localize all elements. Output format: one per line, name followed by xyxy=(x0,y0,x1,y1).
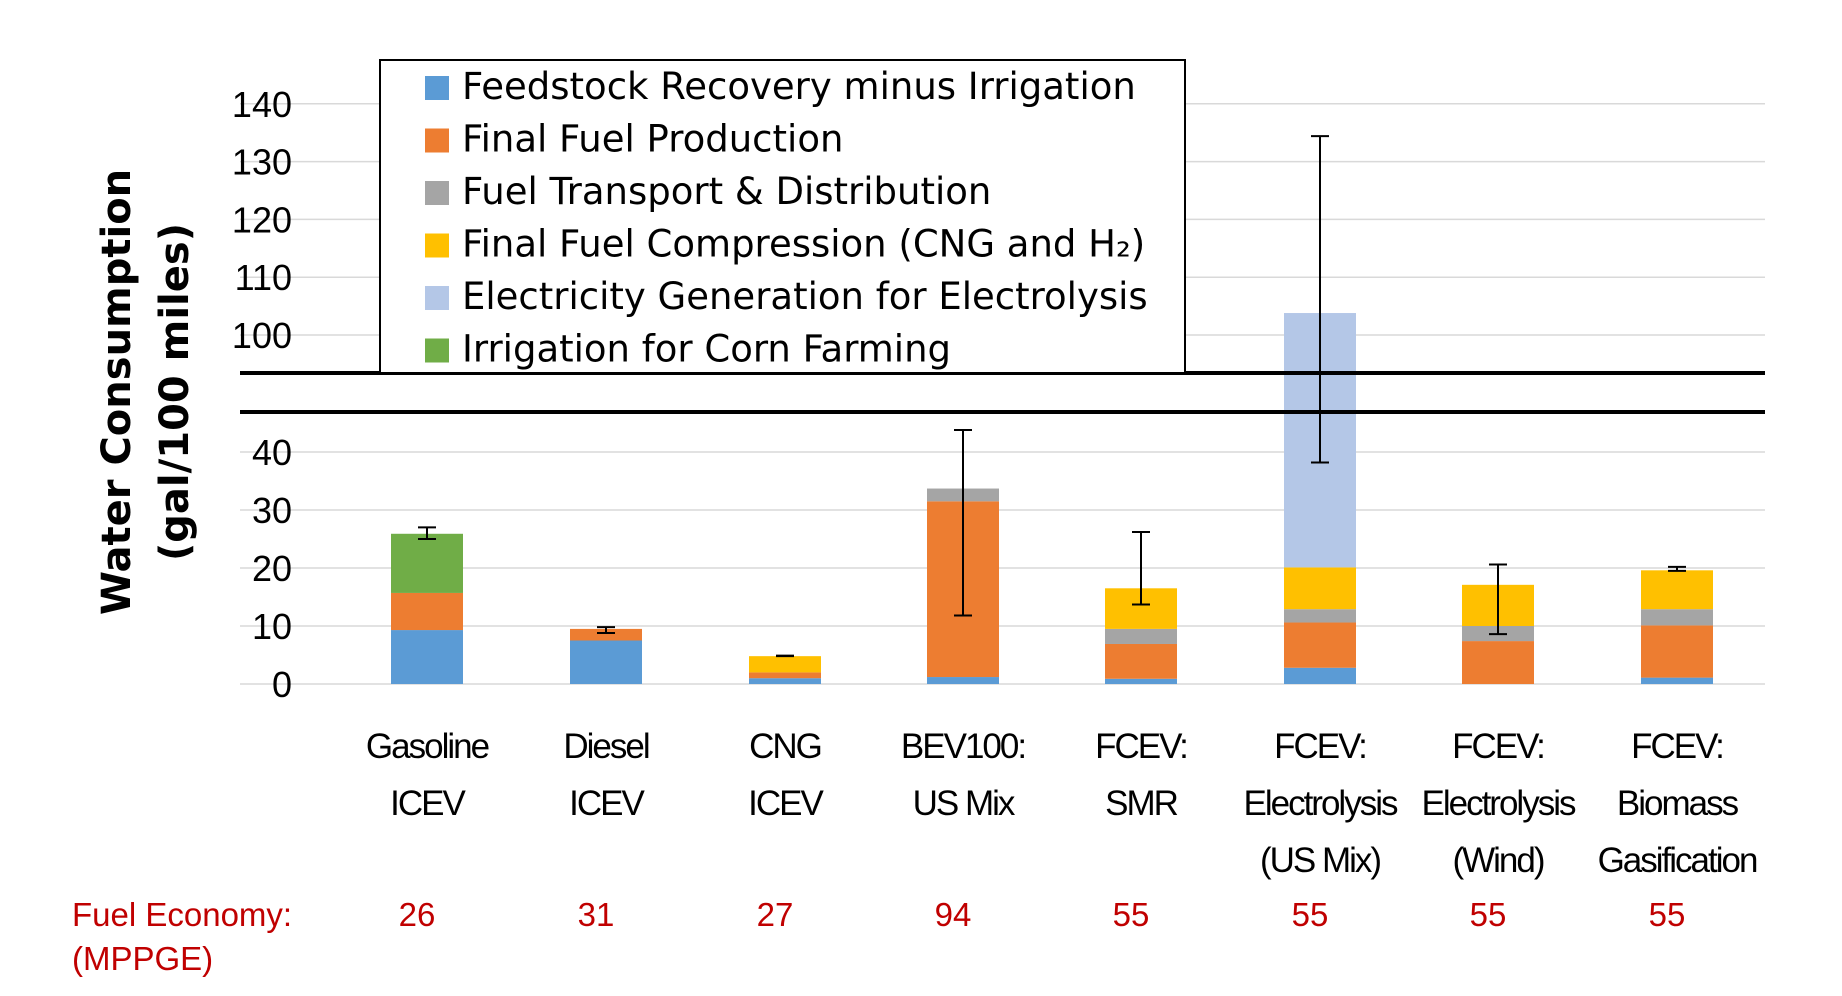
y-tick-label: 0 xyxy=(272,664,292,705)
error-bar xyxy=(418,526,436,540)
category-label: FCEV: xyxy=(1095,727,1187,766)
category-labels: Gasoline ICEV Diesel ICEV CNG ICEV BEV100: US M… xyxy=(366,727,1759,880)
fuel-economy-value: 55 xyxy=(1113,896,1150,933)
y-tick-label: 120 xyxy=(232,199,292,240)
bar-segment xyxy=(1641,677,1713,684)
fuel-economy-value: 55 xyxy=(1292,896,1329,933)
bar-segment xyxy=(1641,570,1713,610)
category-label: FCEV: xyxy=(1631,727,1723,766)
y-tick-label: 100 xyxy=(232,315,292,356)
axis-break xyxy=(240,371,1765,414)
category-label: Gasoline xyxy=(366,727,489,766)
category-label: Gasification xyxy=(1598,841,1757,880)
y-tick-labels: 0 10 20 30 40 100 110 120 130 140 xyxy=(232,84,292,705)
error-bars xyxy=(418,135,1686,658)
y-tick-label: 40 xyxy=(252,432,292,473)
bar-segment xyxy=(570,628,642,641)
legend-swatch xyxy=(425,181,449,205)
legend-box xyxy=(379,59,1186,374)
bar-segment xyxy=(1641,609,1713,626)
legend-label: Fuel Transport & Distribution xyxy=(462,170,991,213)
bar-segment xyxy=(749,678,821,684)
y-axis-units: (gal/100 miles) xyxy=(152,223,198,561)
legend-swatch xyxy=(425,128,449,153)
bar-segment xyxy=(1284,567,1356,610)
error-bar xyxy=(1132,531,1150,606)
y-tick-label: 20 xyxy=(252,548,292,589)
bar-segment xyxy=(749,656,821,673)
bar-segment xyxy=(1105,628,1177,644)
legend-label: Final Fuel Production xyxy=(462,118,843,161)
fuel-economy-label: Fuel Economy: xyxy=(72,896,292,933)
category-label: ICEV xyxy=(748,784,824,823)
fuel-economy-row: Fuel Economy: (MPPGE) 26 31 27 94 55 55 55 55 xyxy=(72,896,1685,977)
category-label: (US Mix) xyxy=(1260,841,1380,880)
bar-segment xyxy=(1284,622,1356,668)
category-label: SMR xyxy=(1105,784,1178,823)
y-tick-label: 140 xyxy=(232,84,292,125)
error-bar xyxy=(597,626,615,634)
category-label: BEV100: xyxy=(901,727,1025,766)
bar-segment xyxy=(749,672,821,679)
fuel-economy-value: 94 xyxy=(935,896,972,933)
category-label: Electrolysis xyxy=(1422,784,1576,823)
bar-segment xyxy=(391,630,463,684)
bar-segment xyxy=(1284,667,1356,684)
category-label: US Mix xyxy=(913,784,1016,823)
category-label: Biomass xyxy=(1617,784,1739,823)
bar-segment xyxy=(1284,609,1356,623)
error-bar xyxy=(954,428,972,617)
fuel-economy-value: 26 xyxy=(399,896,436,933)
fuel-economy-units: (MPPGE) xyxy=(72,940,213,977)
category-label: ICEV xyxy=(390,784,466,823)
fuel-economy-value: 55 xyxy=(1470,896,1507,933)
y-tick-label: 130 xyxy=(232,142,292,183)
legend-swatch xyxy=(425,338,449,363)
y-tick-label: 10 xyxy=(252,606,292,647)
category-label: Electrolysis xyxy=(1244,784,1398,823)
fuel-economy-value: 31 xyxy=(578,896,615,933)
category-label: FCEV: xyxy=(1452,727,1544,766)
y-tick-label: 30 xyxy=(252,490,292,531)
y-axis-title: Water Consumption xyxy=(94,169,140,615)
error-bar xyxy=(776,654,794,658)
category-label: Diesel xyxy=(563,727,648,766)
category-label: CNG xyxy=(749,727,821,766)
bar-segment xyxy=(1105,643,1177,679)
bar-segment xyxy=(391,592,463,631)
legend-swatch xyxy=(425,286,449,310)
legend-label: Electricity Generation for Electrolysis xyxy=(462,275,1148,318)
bar-segment xyxy=(1105,678,1177,684)
error-bar xyxy=(1668,565,1686,572)
error-bar xyxy=(1489,563,1507,636)
legend: Feedstock Recovery minus Irrigation Final… xyxy=(379,59,1186,374)
legend-swatch xyxy=(425,233,449,258)
bar-segment xyxy=(391,533,463,593)
fuel-economy-value: 27 xyxy=(757,896,794,933)
legend-label: Feedstock Recovery minus Irrigation xyxy=(462,65,1136,108)
legend-swatch xyxy=(425,76,449,100)
legend-label: Irrigation for Corn Farming xyxy=(462,328,951,371)
y-tick-label: 110 xyxy=(235,257,292,298)
bar-segment xyxy=(1641,625,1713,678)
y-axis-label: Water Consumption (gal/100 miles) xyxy=(94,169,198,615)
category-label: ICEV xyxy=(569,784,645,823)
fuel-economy-value: 55 xyxy=(1649,896,1686,933)
bar-segment xyxy=(927,677,999,684)
bar-segment xyxy=(1462,641,1534,684)
error-bar xyxy=(1311,135,1329,464)
category-label: (Wind) xyxy=(1452,841,1543,880)
category-label: FCEV: xyxy=(1274,727,1366,766)
legend-label: Final Fuel Compression (CNG and H₂) xyxy=(462,223,1145,266)
bar-segment xyxy=(570,640,642,684)
